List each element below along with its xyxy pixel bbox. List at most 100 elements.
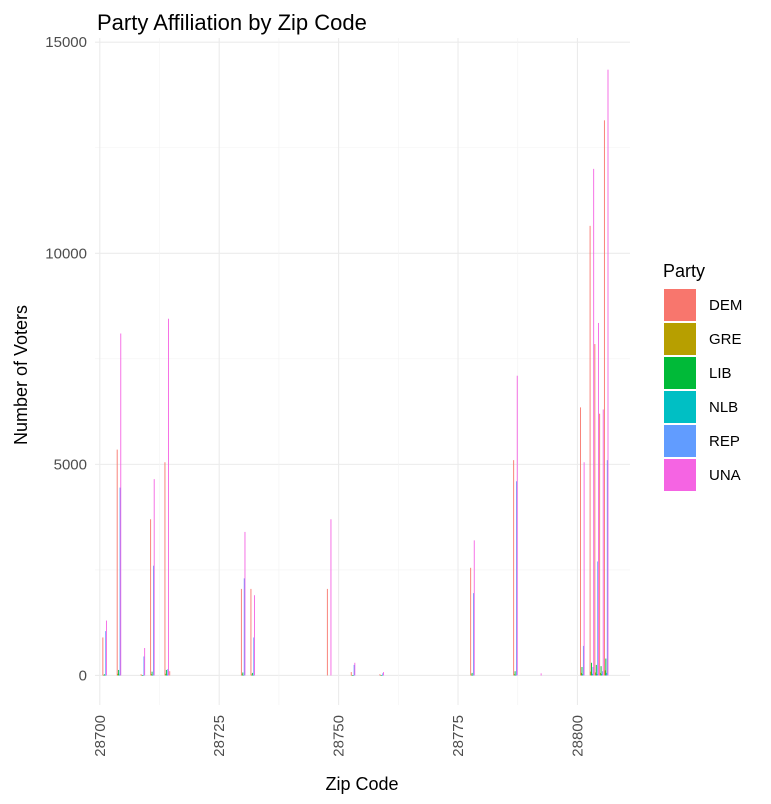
y-tick-label: 0 (79, 667, 87, 684)
bar-rep-28701 (105, 631, 107, 676)
bar-una-28714 (168, 318, 169, 676)
bar-gre-28759 (380, 675, 382, 676)
legend: Party DEM GRE LIB NLB REP UNA (663, 261, 742, 491)
bar-gre-28806 (604, 670, 606, 676)
bar-nlb-28778 (472, 675, 474, 676)
bar-gre-28701 (103, 675, 105, 676)
bar-lib-28805 (600, 666, 602, 676)
bar-rep-28778 (473, 593, 474, 676)
bar-lib-28801 (581, 667, 583, 676)
bar-una-28701 (105, 620, 107, 676)
bar-nlb-28787 (515, 674, 517, 676)
bar-una-28778 (473, 540, 475, 676)
bar-nlb-28806 (606, 672, 608, 676)
legend-key-dem (664, 289, 696, 321)
x-tick-label: 28775 (450, 715, 467, 757)
bar-gre-28753 (351, 675, 353, 676)
bar-lib-28714 (165, 669, 167, 676)
bar-lib-28753 (352, 675, 354, 676)
bar-lib-28787 (514, 671, 516, 676)
bar-lib-28732 (251, 672, 253, 676)
bars (102, 69, 609, 676)
bar-gre-28730 (241, 674, 243, 676)
bar-nlb-28711 (152, 674, 154, 676)
bar-rep-28759 (382, 673, 384, 676)
x-tick-label: 28800 (569, 715, 586, 757)
bar-lib-28704 (118, 669, 120, 676)
bar-rep-28704 (119, 487, 121, 676)
bar-lib-28730 (242, 672, 244, 676)
legend-key-gre (664, 323, 696, 355)
bar-rep-28730 (243, 578, 245, 676)
bar-gre-28805 (599, 672, 601, 676)
bar-dem-28701 (102, 637, 104, 676)
bar-nlb-28704 (118, 674, 120, 676)
bar-dem-28759 (379, 674, 381, 676)
legend-label-lib: LIB (709, 365, 732, 382)
legend-key-una (664, 459, 696, 491)
bar-dem-28715 (169, 671, 171, 676)
y-tick-label: 15000 (45, 34, 87, 51)
x-tick-label: 28700 (92, 715, 109, 757)
x-tick-label: 28725 (211, 715, 228, 757)
bar-dem-28714 (164, 462, 166, 676)
bar-gre-28704 (117, 673, 119, 676)
bar-rep-28804 (597, 561, 599, 676)
legend-key-rep (664, 425, 696, 457)
bar-una-28709 (144, 648, 146, 676)
y-tick-label: 5000 (54, 456, 87, 473)
bar-una-28753 (354, 662, 356, 676)
bar-rep-28711 (153, 565, 154, 676)
bar-dem-28753 (350, 672, 352, 676)
y-axis-title: Number of Voters (11, 305, 31, 445)
bar-una-28711 (153, 479, 155, 676)
bar-nlb-28804 (596, 673, 598, 676)
bar-rep-28753 (353, 664, 355, 676)
bar-una-28759 (383, 672, 384, 676)
bar-dem-28704 (116, 449, 118, 676)
bar-lib-28701 (103, 674, 105, 676)
bar-una-28748 (330, 519, 332, 676)
bar-una-28804 (597, 322, 599, 676)
grid (95, 38, 630, 705)
bar-dem-28730 (240, 588, 242, 676)
legend-label-dem: DEM (709, 297, 742, 314)
bar-nlb-28753 (352, 675, 354, 676)
bar-nlb-28801 (582, 674, 584, 676)
bar-una-28730 (244, 531, 246, 676)
bar-dem-28803 (589, 225, 591, 676)
bar-una-28732 (254, 595, 255, 676)
bar-una-28805 (602, 409, 604, 676)
y-axis-ticks: 0 5000 10000 15000 (45, 34, 87, 684)
bar-nlb-28730 (243, 675, 244, 676)
bar-rep-28732 (253, 637, 255, 676)
bar-lib-28803 (591, 662, 592, 676)
bar-lib-28709 (142, 675, 143, 676)
bar-nlb-28714 (166, 674, 168, 676)
bar-gre-28801 (580, 672, 582, 676)
bar-una-28792 (540, 673, 542, 676)
y-tick-label: 10000 (45, 245, 87, 262)
bar-una-28704 (120, 333, 122, 676)
bar-nlb-28803 (591, 673, 593, 676)
bar-dem-28804 (594, 344, 596, 676)
x-tick-label: 28750 (331, 715, 348, 757)
bar-rep-28714 (167, 669, 169, 676)
bar-dem-28787 (513, 460, 515, 676)
bar-lib-28711 (151, 671, 153, 676)
legend-key-lib (664, 357, 696, 389)
bar-dem-28778 (470, 567, 472, 676)
bar-nlb-28805 (601, 674, 603, 676)
bar-dem-28801 (580, 407, 581, 676)
bar-nlb-28759 (381, 675, 383, 676)
bar-lib-28778 (471, 672, 473, 676)
bar-rep-28803 (592, 667, 594, 676)
bar-gre-28709 (141, 675, 143, 676)
legend-label-una: UNA (709, 467, 741, 484)
bar-una-28803 (593, 168, 595, 676)
bar-dem-28748 (326, 588, 328, 676)
bar-gre-28714 (165, 673, 167, 676)
bar-una-28806 (607, 69, 609, 676)
x-axis-ticks: 28700 28725 28750 28775 28800 (92, 715, 587, 757)
